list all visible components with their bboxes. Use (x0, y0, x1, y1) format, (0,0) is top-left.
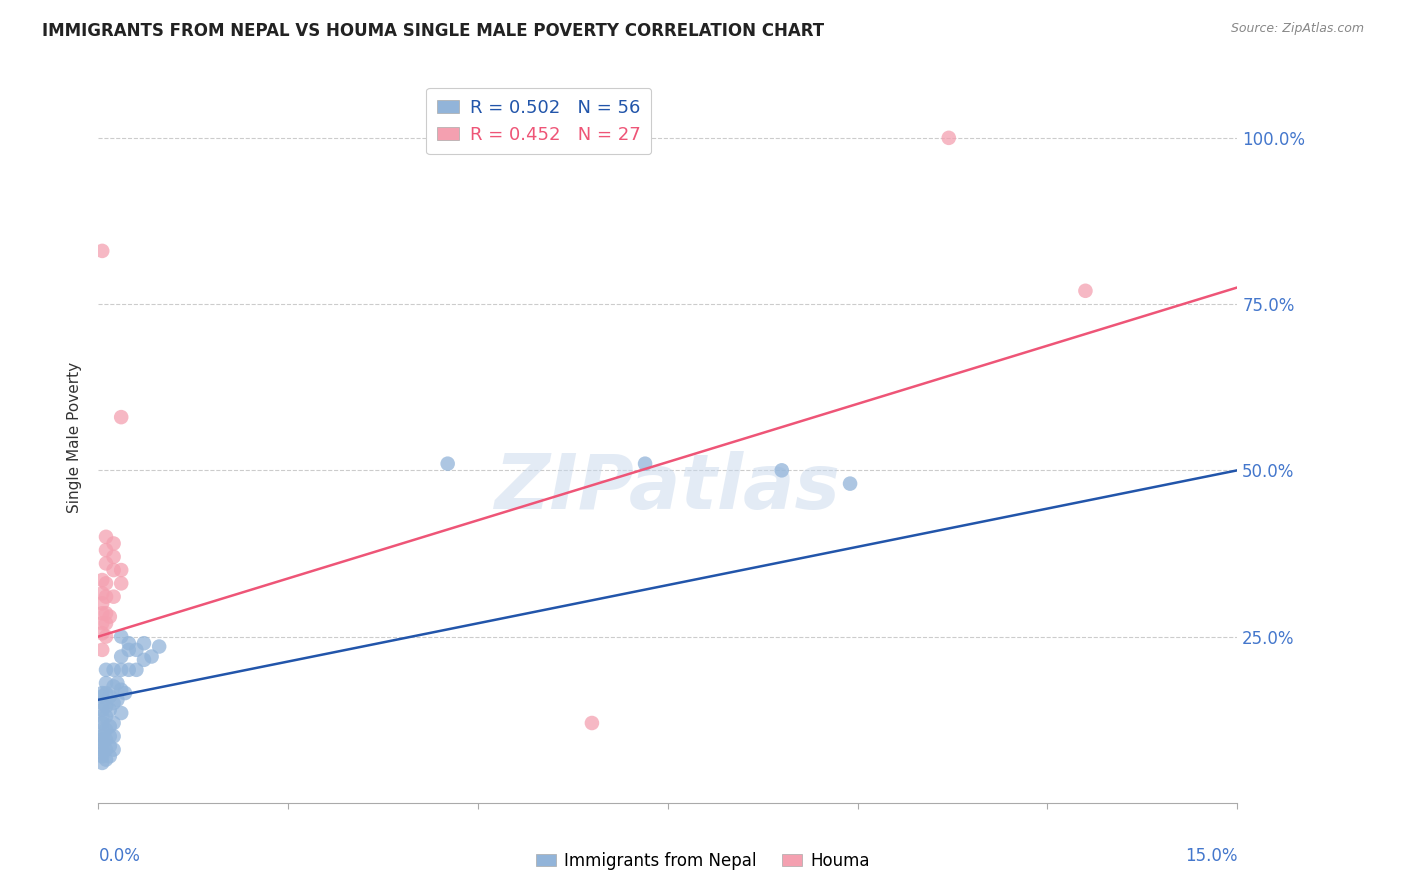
Point (91, 586, 114, 600)
Point (94, 709, 117, 723)
Legend: Immigrants from Nepal, Houma: Immigrants from Nepal, Houma (530, 846, 876, 877)
Point (634, 457, 657, 471)
Point (91, 749, 114, 764)
Point (118, 643, 141, 657)
Point (132, 636, 155, 650)
Point (103, 590, 125, 604)
Point (91, 729, 114, 743)
Point (103, 696, 125, 710)
Point (839, 476, 862, 491)
Text: Source: ZipAtlas.com: Source: ZipAtlas.com (1230, 22, 1364, 36)
Legend: R = 0.502   N = 56, R = 0.452   N = 27: R = 0.502 N = 56, R = 0.452 N = 27 (426, 87, 651, 154)
Point (103, 536, 125, 550)
Point (91, 709, 114, 723)
Text: ZIPatlas: ZIPatlas (495, 451, 841, 525)
Point (118, 636, 141, 650)
Point (91, 696, 114, 710)
Point (110, 576, 132, 591)
Point (98, 749, 121, 764)
Point (1074, 284, 1097, 298)
Point (91, 643, 114, 657)
Point (94, 616, 117, 631)
Point (94, 742, 117, 756)
Point (91, 573, 114, 587)
Point (91, 686, 114, 700)
Point (91, 607, 114, 621)
Point (110, 410, 132, 425)
Point (103, 563, 125, 577)
Point (110, 630, 132, 644)
Point (91, 746, 114, 760)
Point (107, 692, 129, 706)
Point (103, 742, 125, 756)
Text: IMMIGRANTS FROM NEPAL VS HOUMA SINGLE MALE POVERTY CORRELATION CHART: IMMIGRANTS FROM NEPAL VS HOUMA SINGLE MA… (42, 22, 824, 40)
Point (94, 699, 117, 714)
Point (141, 649, 163, 664)
Point (94, 630, 117, 644)
Point (91, 756, 114, 770)
Y-axis label: Single Male Poverty: Single Male Poverty (67, 361, 83, 513)
Point (118, 663, 141, 677)
Point (94, 607, 117, 621)
Point (98, 739, 121, 754)
Point (114, 686, 136, 700)
Point (94, 576, 117, 591)
Point (110, 563, 132, 577)
Point (91, 732, 114, 747)
Point (94, 557, 117, 571)
Point (107, 676, 129, 690)
Point (770, 463, 793, 477)
Point (91, 716, 114, 731)
Point (132, 653, 155, 667)
Point (938, 131, 960, 145)
Point (91, 596, 114, 610)
Point (98, 690, 121, 704)
Point (94, 723, 117, 737)
Point (103, 716, 125, 731)
Point (110, 663, 132, 677)
Point (103, 729, 125, 743)
Point (91, 723, 114, 737)
Point (91, 703, 114, 717)
Point (581, 716, 603, 731)
Point (98, 703, 121, 717)
Point (94, 732, 117, 747)
Point (125, 643, 148, 657)
Point (94, 663, 117, 677)
Point (94, 530, 117, 544)
Point (94, 686, 117, 700)
Point (436, 457, 458, 471)
Point (91, 736, 114, 750)
Point (91, 244, 114, 258)
Point (94, 676, 117, 690)
Point (98, 719, 121, 733)
Point (103, 663, 125, 677)
Point (94, 590, 117, 604)
Point (103, 680, 125, 694)
Point (94, 753, 117, 767)
Point (98, 729, 121, 743)
Point (110, 706, 132, 720)
Point (98, 609, 121, 624)
Text: 15.0%: 15.0% (1185, 847, 1237, 864)
Point (110, 682, 132, 697)
Point (148, 640, 170, 654)
Point (91, 626, 114, 640)
Point (125, 663, 148, 677)
Point (110, 649, 132, 664)
Point (94, 543, 117, 558)
Point (91, 616, 114, 631)
Point (91, 742, 114, 756)
Point (103, 549, 125, 564)
Point (91, 690, 114, 704)
Text: 0.0%: 0.0% (98, 847, 141, 864)
